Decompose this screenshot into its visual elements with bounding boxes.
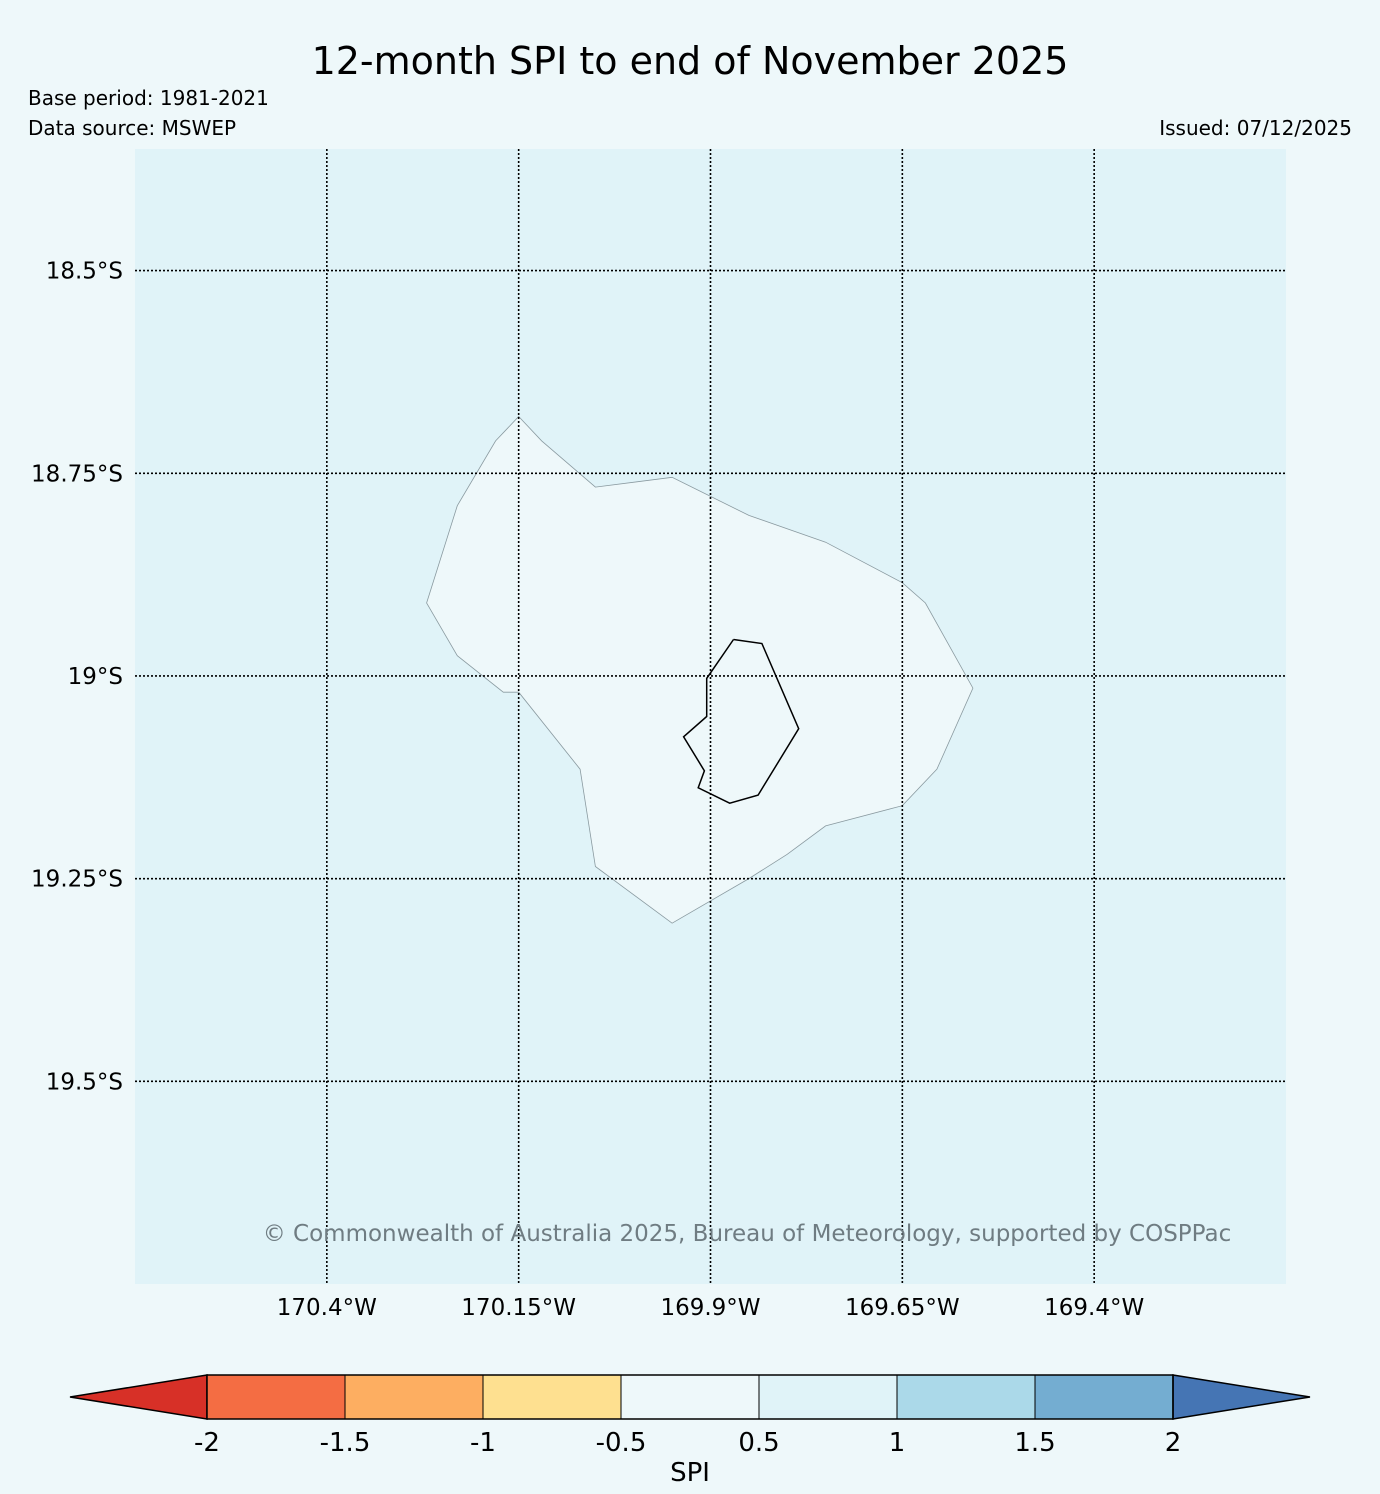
lat-label: 18.5°S <box>46 259 123 285</box>
colorbar-tick-label: -2 <box>194 1428 220 1458</box>
colorbar-segment <box>620 1374 760 1420</box>
lon-label: 169.65°W <box>845 1295 960 1321</box>
colorbar-segment <box>1034 1374 1174 1420</box>
colorbar-tick-label: 1.5 <box>1014 1428 1055 1458</box>
colorbar-tick-label: -1 <box>470 1428 496 1458</box>
lon-label: 170.4°W <box>277 1295 377 1321</box>
copyright-text: © Commonwealth of Australia 2025, Bureau… <box>263 1221 1232 1247</box>
lat-label: 19.25°S <box>31 867 123 893</box>
colorbar-title: SPI <box>670 1458 710 1488</box>
colorbar-over-arrow <box>1172 1374 1311 1420</box>
spi-colorbar: -2 -1.5 -1 -0.5 0.5 1 1.5 2 SPI <box>69 1374 1311 1488</box>
lon-label: 169.4°W <box>1044 1295 1144 1321</box>
lon-label: 170.15°W <box>461 1295 576 1321</box>
issued-date-text: Issued: 07/12/2025 <box>1159 116 1352 140</box>
lon-label: 169.9°W <box>660 1295 760 1321</box>
lat-label: 18.75°S <box>31 461 123 487</box>
colorbar-segment <box>758 1374 898 1420</box>
colorbar-under-arrow <box>69 1374 208 1420</box>
colorbar-tick-label: 1 <box>889 1428 906 1458</box>
colorbar-frame <box>206 1374 1174 1420</box>
base-period-text: Base period: 1981-2021 <box>28 86 269 110</box>
colorbar-tick-label: -1.5 <box>320 1428 371 1458</box>
longitude-labels: 170.4°W 170.15°W 169.9°W 169.65°W 169.4°W <box>277 1295 1144 1321</box>
colorbar-segment <box>344 1374 484 1420</box>
lat-label: 19.5°S <box>46 1069 123 1095</box>
colorbar-segment <box>482 1374 622 1420</box>
island-coastline <box>682 638 800 805</box>
colorbar-tick-label: 2 <box>1165 1428 1182 1458</box>
latitude-labels: 18.5°S 18.75°S 19°S 19.25°S 19.5°S <box>31 259 123 1096</box>
colorbar-segment <box>896 1374 1036 1420</box>
lat-label: 19°S <box>68 664 123 690</box>
spi-region-area <box>426 415 974 924</box>
data-source-text: Data source: MSWEP <box>28 116 237 140</box>
map-gridlines <box>135 149 1286 1284</box>
colorbar-tick-label: 0.5 <box>738 1428 779 1458</box>
colorbar-segment <box>206 1374 346 1420</box>
colorbar-tick-label: -0.5 <box>596 1428 647 1458</box>
map-title: 12-month SPI to end of November 2025 <box>311 39 1069 83</box>
